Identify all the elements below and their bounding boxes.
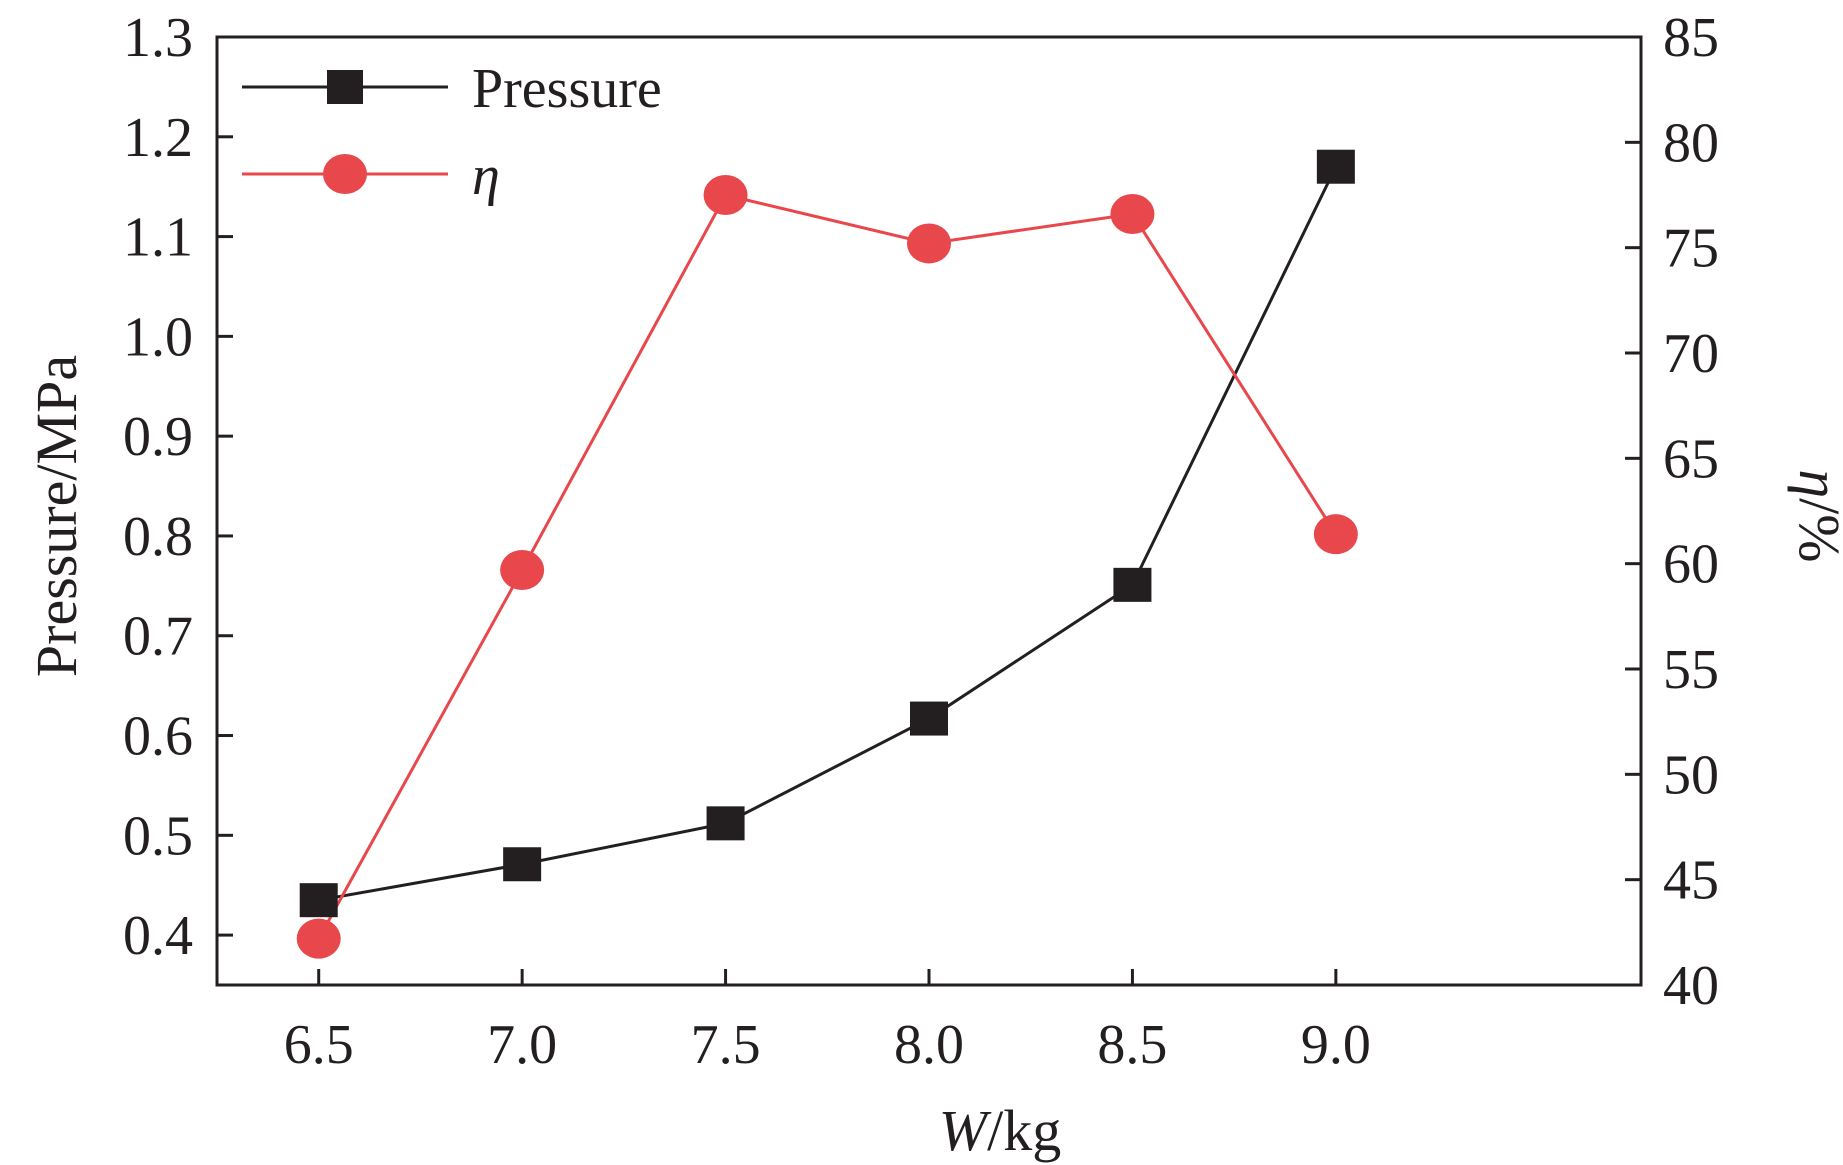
eta-point <box>1110 193 1155 234</box>
y-right-tick-label: 55 <box>1663 639 1719 701</box>
x-tick-label: 7.5 <box>691 1014 761 1076</box>
y-left-tick-label: 0.6 <box>123 706 193 768</box>
x-tick-label: 9.0 <box>1301 1014 1371 1076</box>
x-tick-label: 6.5 <box>284 1014 354 1076</box>
pressure-point <box>299 883 338 918</box>
pressure-point <box>503 847 542 882</box>
y-axis-left: 0.4 0.5 0.6 0.7 0.8 0.9 1.0 1.1 1.2 1.3 <box>123 7 233 967</box>
y-left-tick-label: 1.3 <box>123 7 193 69</box>
y-right-tick-label: 50 <box>1663 744 1719 806</box>
y-axis-left-title: Pressure/MPa <box>24 355 89 677</box>
x-axis-title-italic: W <box>939 1098 992 1163</box>
plot-frame <box>215 35 1643 987</box>
y-right-tick-label: 75 <box>1663 218 1719 280</box>
legend-pressure-label: Pressure <box>472 58 662 120</box>
x-axis: 6.5 7.0 7.5 8.0 8.5 9.0 <box>284 969 1371 1076</box>
x-axis-title-unit: /kg <box>987 1098 1061 1163</box>
eta-point <box>500 549 545 590</box>
eta-series-line <box>317 193 1338 940</box>
y-right-tick-label: 40 <box>1663 955 1719 1017</box>
legend-eta-marker <box>323 154 367 194</box>
y-left-tick-label: 0.9 <box>123 406 193 468</box>
y-right-tick-label: 45 <box>1663 850 1719 912</box>
y-right-tick-label: 85 <box>1663 7 1719 69</box>
eta-point <box>296 918 341 959</box>
x-axis-title: W/kg <box>939 1098 1061 1163</box>
legend-eta-label: η <box>472 145 500 207</box>
y-left-tick-label: 1.1 <box>123 207 193 269</box>
pressure-point <box>910 701 948 736</box>
y-left-tick-label: 0.4 <box>123 905 193 967</box>
plot-border <box>215 35 1643 987</box>
pressure-point <box>1316 149 1355 184</box>
y-axis-right-title-italic: η <box>1787 469 1843 498</box>
y-left-tick-label: 1.2 <box>123 107 193 169</box>
eta-point <box>907 223 951 264</box>
y-left-tick-label: 1.0 <box>123 306 193 368</box>
x-tick-label: 8.5 <box>1097 1014 1167 1076</box>
y-left-tick-label: 0.8 <box>123 506 193 568</box>
plot-marks <box>296 149 1358 959</box>
pressure-series-line <box>318 166 1338 902</box>
y-right-tick-label: 65 <box>1663 428 1719 490</box>
y-right-tick-label: 60 <box>1663 534 1719 596</box>
x-tick-label: 8.0 <box>894 1014 964 1076</box>
y-right-tick-label: 80 <box>1663 112 1719 174</box>
y-right-tick-label: 70 <box>1663 323 1719 385</box>
eta-point <box>1313 514 1358 555</box>
legend-pressure-marker <box>327 70 363 104</box>
y-axis-right-title-unit: /% <box>1787 498 1843 562</box>
y-left-tick-label: 0.5 <box>123 805 193 867</box>
pressure-point <box>1113 567 1152 602</box>
eta-point <box>703 175 748 215</box>
y-axis-right-title: η/% <box>1787 469 1843 562</box>
legend: Pressure η <box>242 58 662 207</box>
y-left-tick-label: 0.7 <box>123 606 193 668</box>
pressure-point <box>706 806 745 841</box>
y-axis-right: 40 45 50 55 60 65 70 75 80 85 <box>1625 7 1719 1017</box>
x-tick-label: 7.0 <box>487 1014 557 1076</box>
